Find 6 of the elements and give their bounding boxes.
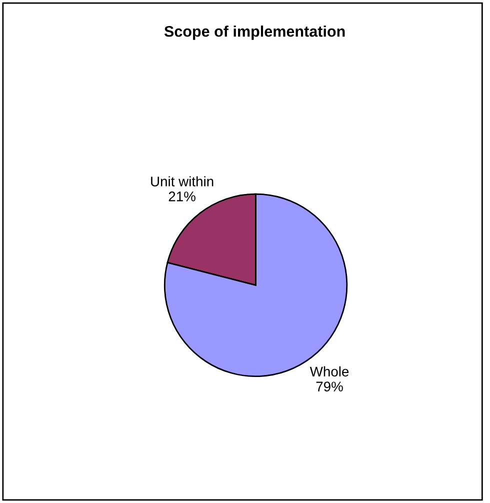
data-label: 21% [168,192,196,202]
slice-label: Unit within [151,176,214,186]
data-label: 79% [316,382,343,392]
slice-label: Whole [310,366,349,377]
pie-slice [164,193,348,378]
chart-title: Scope of implementation [164,26,345,40]
